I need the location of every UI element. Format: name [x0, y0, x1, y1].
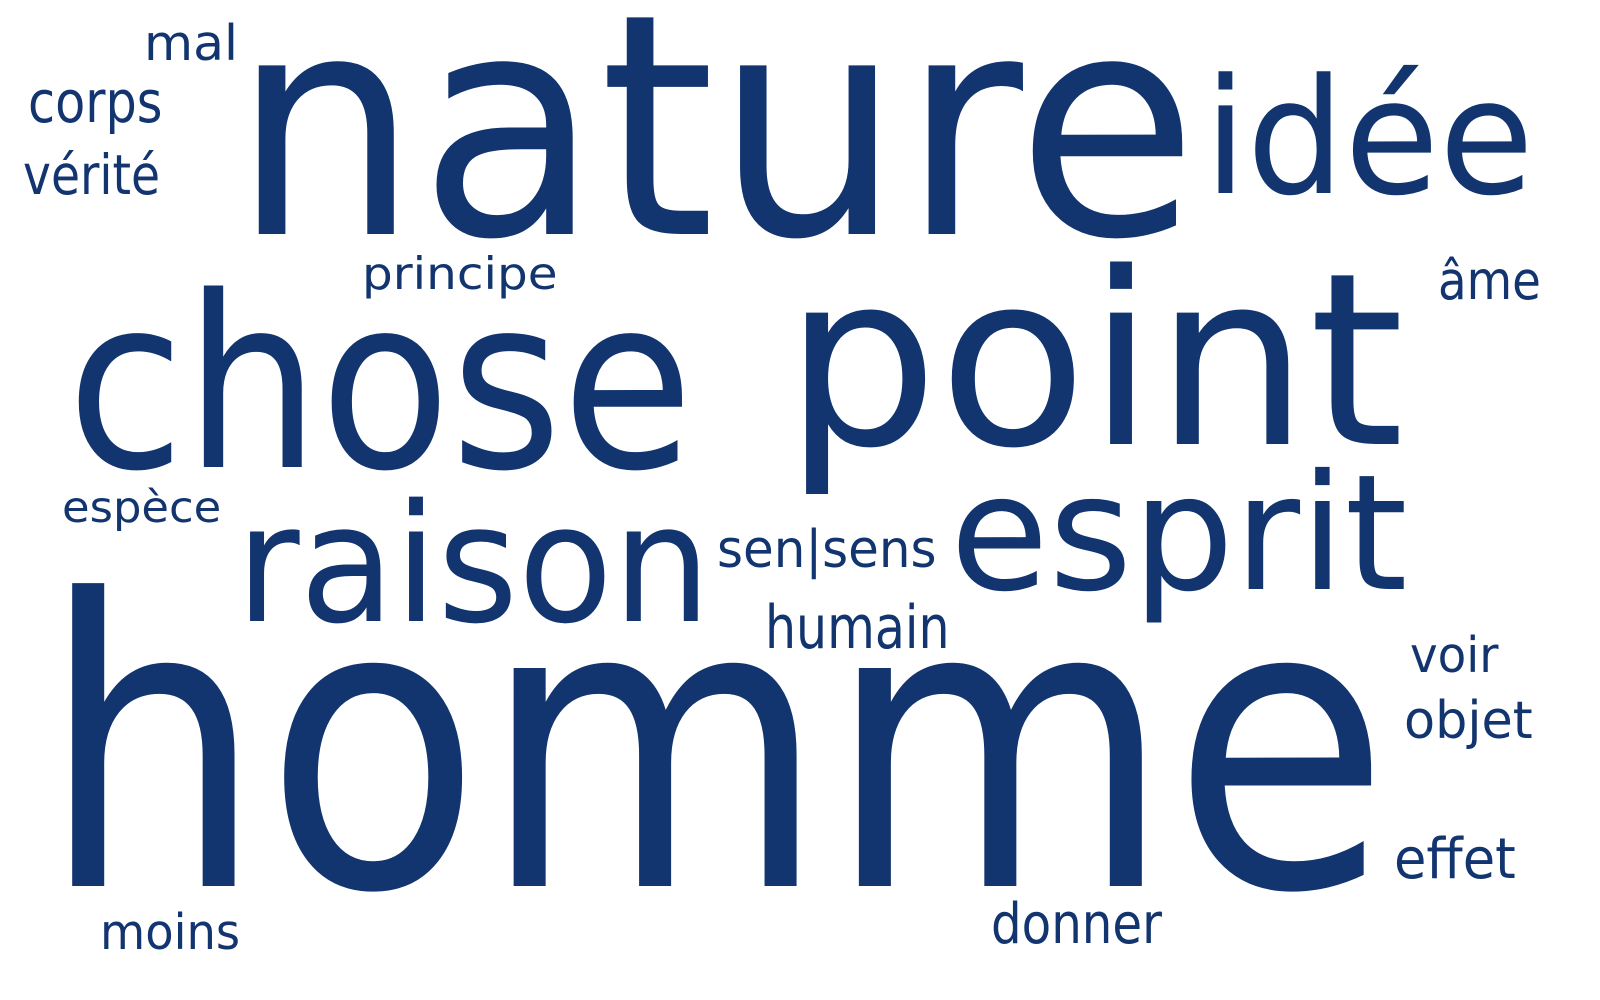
word-ame: âme	[1438, 248, 1542, 312]
word-sen-sens: sen|sens	[716, 519, 937, 580]
word-espece: espèce	[61, 482, 222, 533]
word-esprit: esprit	[950, 440, 1408, 628]
word-nature: nature	[231, 0, 1198, 307]
word-objet: objet	[1403, 691, 1533, 752]
word-homme: homme	[40, 517, 1391, 981]
word-verite: vérité	[23, 142, 161, 207]
word-effet: effet	[1394, 827, 1517, 893]
word-point: point	[784, 220, 1405, 501]
word-idee: idée	[1204, 43, 1534, 231]
word-raison: raison	[236, 469, 711, 661]
word-humain: humain	[764, 594, 950, 664]
word-mal: mal	[143, 13, 238, 72]
word-moins: moins	[99, 902, 240, 961]
word-corps: corps	[27, 67, 162, 136]
word-principe: principe	[361, 248, 558, 300]
word-chose: chose	[67, 245, 694, 524]
word-voir: voir	[1410, 625, 1499, 684]
word-donner: donner	[990, 891, 1162, 957]
